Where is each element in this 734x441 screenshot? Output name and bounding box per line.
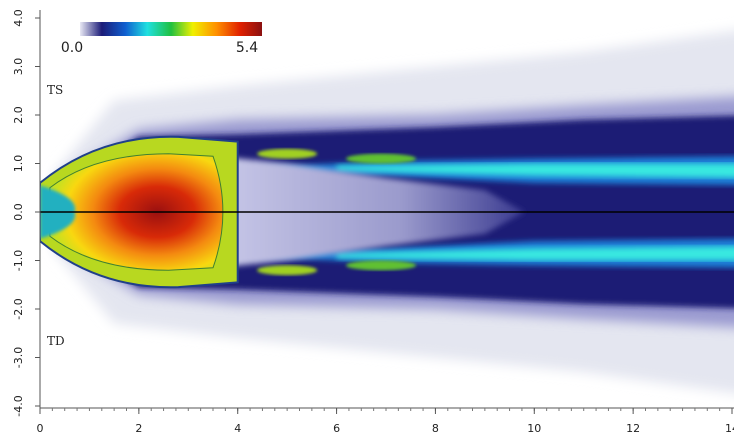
annotation: TS xyxy=(47,83,63,97)
x-tick-label: 12 xyxy=(626,422,640,435)
x-tick-label: 14 xyxy=(725,422,734,435)
x-tick-label: 4 xyxy=(234,422,241,435)
annotation: TD xyxy=(47,334,65,348)
y-tick-label: 3.0 xyxy=(12,58,25,76)
jet-cell xyxy=(346,153,417,164)
x-tick-label: 8 xyxy=(432,422,439,435)
x-tick-label: 10 xyxy=(527,422,541,435)
colorbar-tick-label: 5.4 xyxy=(236,40,258,56)
x-tick-label: 2 xyxy=(135,422,142,435)
y-tick-label: 4.0 xyxy=(12,9,25,27)
jet-cell xyxy=(257,148,318,159)
x-tick-label: 0 xyxy=(37,422,44,435)
field xyxy=(40,30,734,394)
y-tick-label: 2.0 xyxy=(12,106,25,124)
y-tick-label: -3.0 xyxy=(12,347,25,368)
jet-cell xyxy=(257,265,318,276)
jet-core xyxy=(336,163,734,178)
jet-core xyxy=(336,246,734,261)
y-tick-label: -2.0 xyxy=(12,298,25,319)
x-tick-label: 6 xyxy=(333,422,340,435)
y-tick-label: -4.0 xyxy=(12,395,25,416)
y-tick-label: 1.0 xyxy=(12,155,25,173)
y-tick-label: 0.0 xyxy=(12,203,25,221)
jet-cell xyxy=(346,260,417,271)
y-tick-label: -1.0 xyxy=(12,250,25,271)
colorbar xyxy=(80,22,262,36)
colorbar-tick-label: 0.0 xyxy=(61,40,83,56)
